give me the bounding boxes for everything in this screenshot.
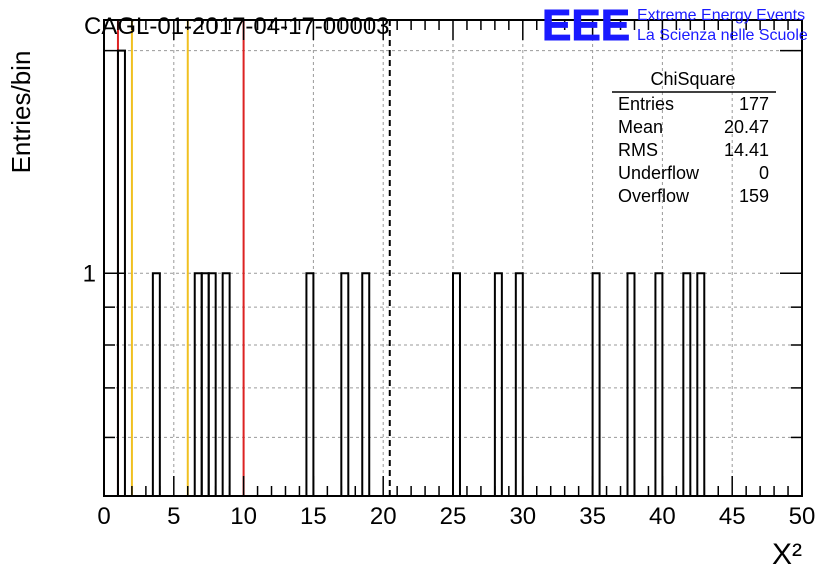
stats-value-underflow: 0	[759, 163, 769, 183]
stats-value-rms: 14.41	[724, 140, 769, 160]
histogram-bin	[591, 272, 601, 496]
histogram-bars	[116, 49, 706, 496]
histogram-bin	[207, 272, 217, 496]
axis-ticks	[103, 20, 803, 497]
eee-logo-mark: EEE	[542, 1, 630, 50]
stats-value-entries: 177	[739, 94, 769, 114]
y-tick-label: 1	[83, 260, 96, 287]
stats-label-overflow: Overflow	[618, 186, 690, 206]
x-tick-label: 40	[649, 503, 676, 530]
x-tick-label: 45	[719, 503, 746, 530]
histogram-bin	[514, 272, 524, 496]
histogram-bin	[221, 272, 231, 496]
stats-value-mean: 20.47	[724, 117, 769, 137]
histogram-bin	[696, 272, 706, 496]
histogram-bin	[654, 272, 664, 496]
x-tick-label: 35	[579, 503, 606, 530]
eee-logo: EEE Extreme Energy Events La Scienza nel…	[542, 1, 808, 51]
stats-label-underflow: Underflow	[618, 163, 700, 183]
x-tick-label: 25	[440, 503, 467, 530]
logo-line-1: Extreme Energy Events	[637, 7, 805, 24]
x-tick-label: 30	[509, 503, 536, 530]
x-tick-labels: 0 5 10 15 20 25 30 35 40 45 50	[97, 503, 815, 530]
histogram-bin	[151, 272, 161, 496]
x-axis-label: X²	[772, 538, 802, 571]
logo-line-2: La Scienza nelle Scuole	[637, 27, 808, 44]
y-tick-labels: 1	[83, 260, 96, 287]
x-tick-label: 50	[789, 503, 816, 530]
histogram-bin	[452, 272, 461, 496]
run-title: CAGL-01-2017-04-17-00003	[84, 13, 390, 40]
x-tick-label: 15	[300, 503, 327, 530]
histogram-bin	[361, 272, 371, 496]
stats-box-title: ChiSquare	[650, 69, 735, 89]
x-tick-label: 5	[167, 503, 180, 530]
stats-label-entries: Entries	[618, 94, 674, 114]
histogram-bin	[626, 272, 636, 496]
y-axis-label: Entries/bin	[6, 51, 36, 174]
histogram-bin	[682, 272, 692, 496]
stats-label-mean: Mean	[618, 117, 663, 137]
x-tick-label: 10	[230, 503, 257, 530]
histogram-bin	[340, 272, 350, 496]
stats-box: ChiSquare Entries 177 Mean 20.47 RMS 14.…	[612, 69, 776, 206]
histogram-bin	[493, 272, 503, 496]
stats-value-overflow: 159	[739, 186, 769, 206]
histogram-bin	[305, 272, 315, 496]
x-tick-label: 20	[370, 503, 397, 530]
stats-label-rms: RMS	[618, 140, 658, 160]
x-tick-label: 0	[97, 503, 110, 530]
